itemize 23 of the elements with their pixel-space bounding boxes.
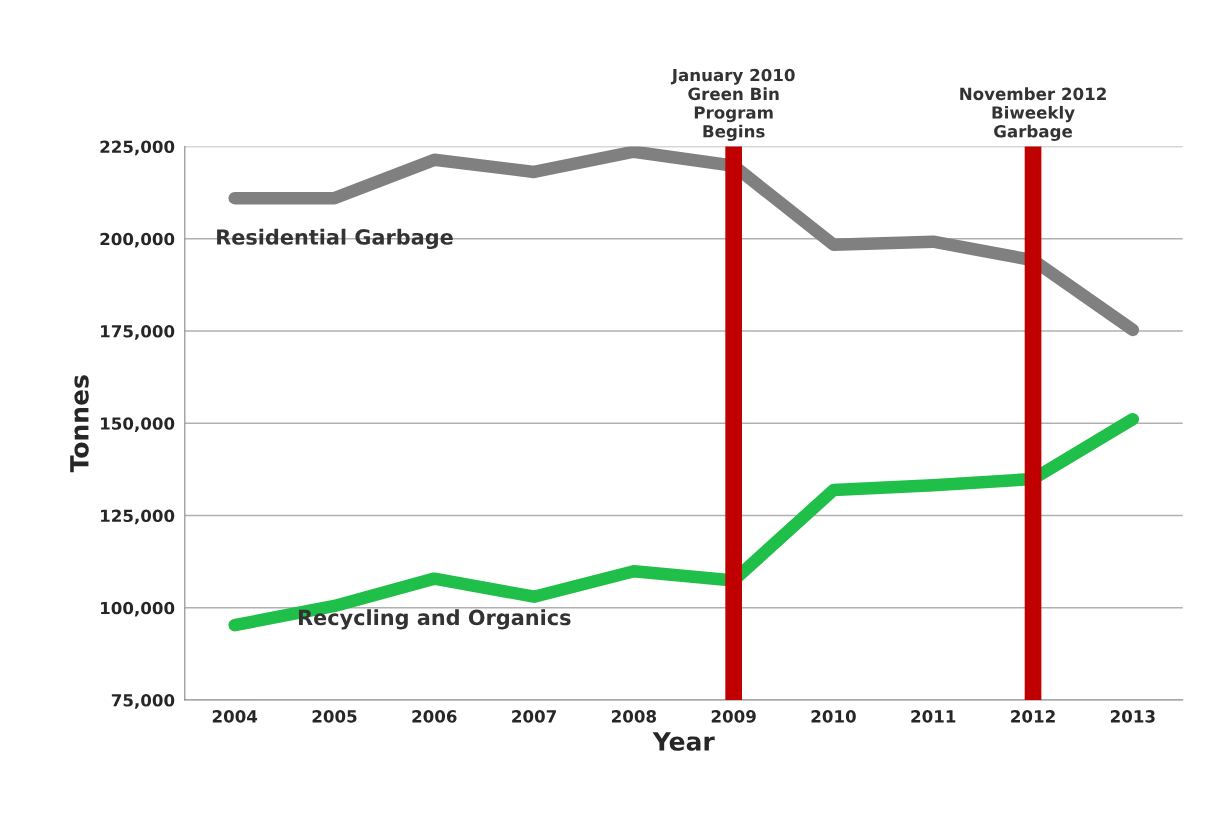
y-tick-label: 100,000 — [101, 601, 175, 617]
y-tick-label: 200,000 — [100, 232, 175, 248]
x-tick-label: 2009 — [711, 710, 756, 723]
y-tick-label: 150,000 — [101, 417, 175, 432]
ref-line-label: January 2010 Green Bin Program Begins — [670, 68, 795, 141]
x-tick-label: 2004 — [212, 710, 258, 723]
x-tick-label: 2005 — [312, 710, 357, 723]
x-tick-label: 2010 — [811, 710, 856, 723]
x-tick-label: 2006 — [412, 710, 457, 723]
y-tick-label: 175,000 — [101, 324, 175, 340]
x-tick-label: 2012 — [1011, 710, 1055, 723]
x-tick-label: 2011 — [911, 710, 956, 723]
series-label: Residential Garbage — [217, 228, 453, 250]
y-tick-label: 75,000 — [111, 694, 175, 709]
y-tick-label: 225,000 — [100, 140, 175, 156]
x-tick-label: 2007 — [512, 710, 556, 723]
y-axis-title: Tonnes — [70, 375, 89, 473]
x-axis-title: Year — [652, 732, 715, 751]
x-tick-label: 2008 — [611, 710, 657, 723]
ref-line-label: November 2012 Biweekly Garbage — [960, 87, 1106, 141]
x-tick-label: 2013 — [1110, 710, 1155, 723]
y-tick-label: 125,000 — [101, 509, 175, 525]
series-label: Recycling and Organics — [298, 609, 571, 630]
